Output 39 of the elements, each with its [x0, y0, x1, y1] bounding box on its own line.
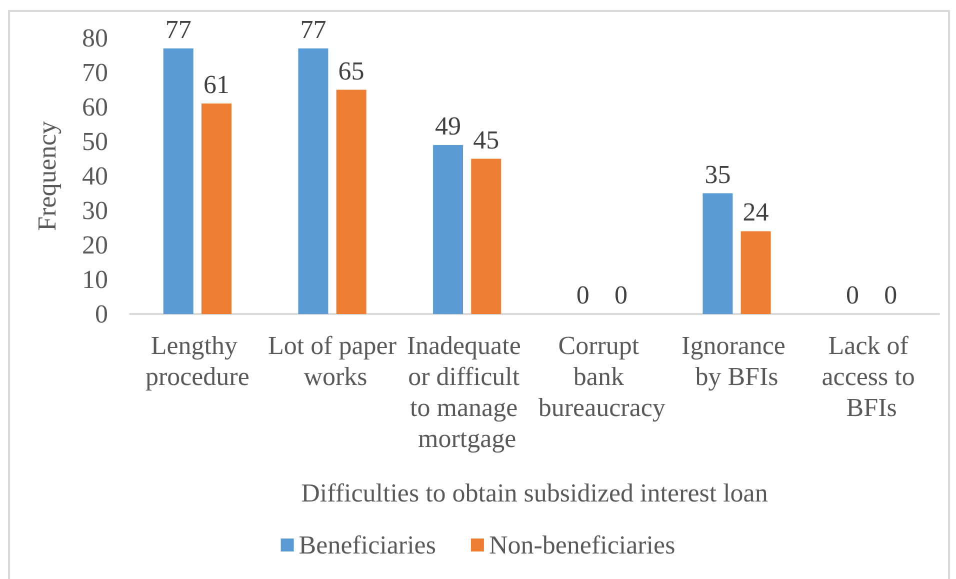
bar [201, 104, 232, 314]
x-tick-label: Lack of access to BFIs [822, 331, 922, 422]
y-tick-label: 20 [82, 230, 108, 260]
data-label: 61 [203, 70, 230, 100]
data-label: 0 [576, 280, 590, 310]
data-label: 77 [300, 14, 326, 44]
bar [163, 48, 194, 314]
data-label: 0 [614, 280, 628, 310]
bar [740, 231, 771, 314]
y-tick-label: 30 [82, 196, 108, 225]
x-tick-label: Inadequate or difficult to manage mortgage [406, 331, 528, 453]
bar [702, 193, 733, 314]
bar [433, 144, 464, 314]
y-tick-label: 80 [82, 24, 108, 52]
data-label: 24 [742, 198, 769, 227]
data-label: 49 [435, 111, 462, 140]
y-tick-label: 60 [82, 92, 108, 122]
y-tick-label: 10 [82, 265, 108, 294]
x-tick-label: Lot of paper works [268, 331, 397, 391]
y-tick-label: 50 [82, 127, 108, 156]
data-label: 35 [704, 160, 731, 189]
data-label: 0 [846, 280, 860, 310]
y-tick-label: 40 [82, 162, 108, 190]
x-tick-label: Ignorance by BFIs [682, 331, 792, 391]
y-tick-label: 0 [95, 300, 108, 328]
data-label: 65 [338, 56, 364, 86]
bar [471, 158, 502, 314]
y-tick-label: 70 [82, 58, 108, 87]
bar [298, 48, 328, 314]
legend-label: Non-beneficiaries [488, 530, 676, 560]
data-label: 77 [165, 14, 192, 44]
bar [336, 90, 366, 314]
x-tick-label: Lengthy procedure [145, 331, 250, 391]
x-tick-label: Corrupt bank bureaucracy [538, 331, 666, 422]
y-axis-title: Frequency [32, 121, 62, 231]
x-axis-title: Difficulties to obtain subsidized interest loan [301, 478, 768, 508]
data-label: 45 [473, 125, 500, 154]
data-label: 0 [884, 280, 898, 310]
legend-label: Beneficiaries [298, 530, 436, 560]
